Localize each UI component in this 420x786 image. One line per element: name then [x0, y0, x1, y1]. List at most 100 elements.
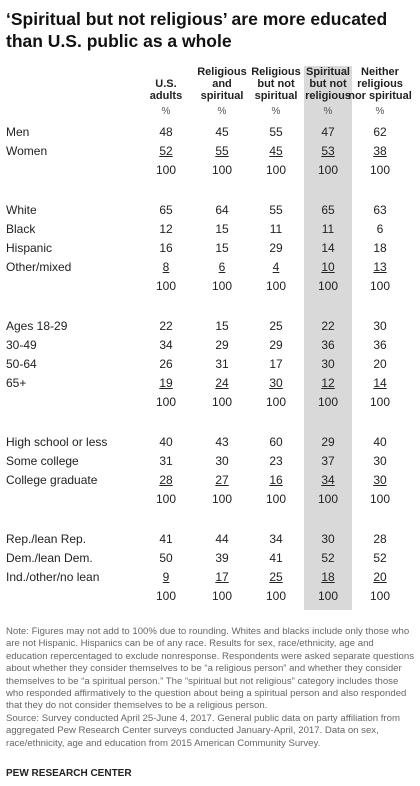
total-value: 100 [317, 163, 339, 177]
cell-value: 28 [373, 532, 387, 546]
cell-value: 27 [215, 473, 229, 487]
cell-value: 24 [215, 376, 229, 390]
total-value: 100 [265, 395, 287, 409]
cell-value: 52 [373, 551, 387, 565]
cell-value: 17 [215, 570, 229, 584]
cell-value: 55 [269, 203, 283, 217]
cell-value: 52 [321, 551, 335, 565]
cell-value: 15 [215, 319, 229, 333]
total-value: 100 [265, 163, 287, 177]
cell-value: 31 [159, 454, 173, 468]
unit-label: % [271, 106, 281, 117]
cell-value: 14 [373, 376, 387, 390]
cell-value: 62 [373, 125, 387, 139]
cell-value: 43 [215, 435, 229, 449]
highlight-band [304, 66, 352, 610]
footer: PEW RESEARCH CENTER [6, 768, 132, 779]
cell-value: 52 [159, 144, 173, 158]
cell-value: 23 [269, 454, 283, 468]
cell-value: 55 [215, 144, 229, 158]
total-value: 100 [369, 163, 391, 177]
row-label: Dem./lean Dem. [6, 551, 93, 565]
column-header: Neither religious nor spiritual [348, 66, 412, 102]
unit-label: % [161, 106, 171, 117]
cell-value: 31 [215, 357, 229, 371]
cell-value: 11 [321, 222, 335, 236]
cell-value: 15 [215, 222, 229, 236]
total-value: 100 [317, 279, 339, 293]
total-value: 100 [369, 589, 391, 603]
cell-value: 29 [269, 241, 283, 255]
cell-value: 65 [321, 203, 335, 217]
total-value: 100 [155, 589, 177, 603]
cell-value: 53 [321, 144, 335, 158]
total-value: 100 [369, 279, 391, 293]
row-label: Ages 18-29 [6, 319, 68, 333]
total-value: 100 [155, 279, 177, 293]
total-value: 100 [317, 492, 339, 506]
cell-value: 26 [159, 357, 173, 371]
cell-value: 45 [269, 144, 283, 158]
total-value: 100 [155, 163, 177, 177]
total-value: 100 [317, 395, 339, 409]
cell-value: 40 [373, 435, 387, 449]
cell-value: 18 [373, 241, 387, 255]
note: Note: Figures may not add to 100% due to… [6, 626, 415, 712]
column-header: Religious and spiritual [197, 66, 247, 102]
total-value: 100 [155, 492, 177, 506]
cell-value: 29 [269, 338, 283, 352]
cell-value: 44 [215, 532, 229, 546]
cell-value: 11 [269, 222, 283, 236]
cell-value: 30 [373, 319, 387, 333]
row-label: 50-64 [6, 357, 37, 371]
cell-value: 30 [215, 454, 229, 468]
row-label: Women [6, 144, 48, 158]
total-value: 100 [211, 492, 233, 506]
cell-value: 22 [159, 319, 173, 333]
cell-value: 34 [159, 338, 173, 352]
cell-value: 65 [159, 203, 173, 217]
cell-value: 16 [159, 241, 173, 255]
cell-value: 12 [321, 376, 335, 390]
cell-value: 30 [321, 532, 335, 546]
cell-value: 36 [373, 338, 387, 352]
column-header: U.S. adults [149, 78, 183, 102]
cell-value: 28 [159, 473, 173, 487]
cell-value: 22 [321, 319, 335, 333]
cell-value: 20 [373, 570, 387, 584]
cell-value: 13 [373, 260, 387, 274]
column-header: Spiritual but not religious [305, 66, 351, 102]
cell-value: 47 [321, 125, 335, 139]
cell-value: 34 [269, 532, 283, 546]
row-label: 30-49 [6, 338, 37, 352]
column-header: Religious but not spiritual [251, 66, 301, 102]
row-label: White [6, 203, 37, 217]
cell-value: 18 [321, 570, 335, 584]
cell-value: 39 [215, 551, 229, 565]
cell-value: 8 [162, 260, 170, 274]
row-label: College graduate [6, 473, 98, 487]
total-value: 100 [317, 589, 339, 603]
row-label: Men [6, 125, 30, 139]
cell-value: 16 [269, 473, 283, 487]
cell-value: 40 [159, 435, 173, 449]
cell-value: 25 [269, 570, 283, 584]
total-value: 100 [211, 163, 233, 177]
cell-value: 30 [269, 376, 283, 390]
total-value: 100 [265, 589, 287, 603]
cell-value: 41 [159, 532, 173, 546]
title: ‘Spiritual but not religious’ are more e… [6, 9, 388, 51]
total-value: 100 [369, 395, 391, 409]
total-value: 100 [211, 279, 233, 293]
cell-value: 38 [373, 144, 387, 158]
total-value: 100 [265, 279, 287, 293]
cell-value: 48 [159, 125, 173, 139]
cell-value: 20 [373, 357, 387, 371]
cell-value: 29 [215, 338, 229, 352]
cell-value: 6 [376, 222, 384, 236]
cell-value: 63 [373, 203, 387, 217]
cell-value: 41 [269, 551, 283, 565]
cell-value: 30 [321, 357, 335, 371]
cell-value: 34 [321, 473, 335, 487]
cell-value: 29 [321, 435, 335, 449]
